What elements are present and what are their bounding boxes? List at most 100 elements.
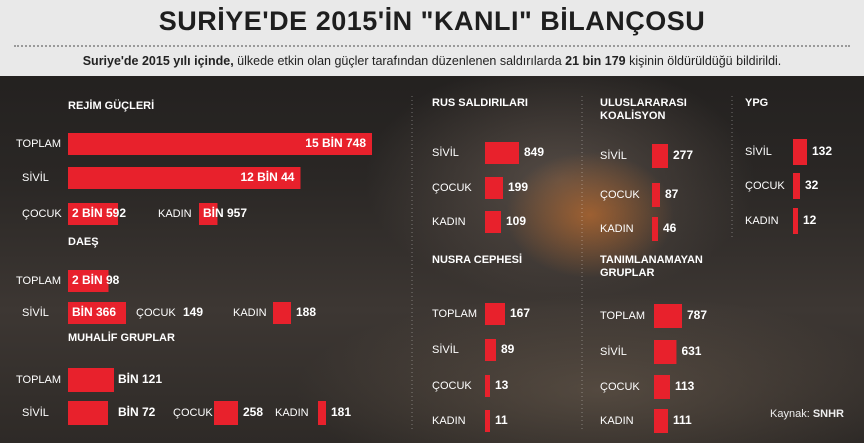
bar-ocuk	[793, 173, 800, 199]
bar-kadin	[652, 217, 658, 241]
value-label-ocuk: 258	[243, 405, 263, 419]
value-label-kadin: 181	[331, 405, 351, 419]
bar-kadin	[793, 208, 798, 234]
value-label-kadin: 12	[803, 213, 817, 227]
value-label-toplam: 2 BİN 98	[72, 272, 120, 287]
category-label-kadin: KADIN	[600, 223, 634, 235]
bar-si-vi-l	[68, 302, 126, 324]
value-label-si-vi-l: 849	[524, 145, 544, 159]
value-label-ocuk: 32	[805, 178, 819, 192]
bar-si-vi-l	[68, 401, 108, 425]
subtitle-figure: 21 bin 179	[565, 54, 626, 68]
value-label-ocuk: 113	[675, 379, 695, 393]
subtitle-lead: Suriye'de 2015 yılı içinde,	[82, 54, 234, 68]
group-title: KOALİSYON	[600, 109, 665, 122]
page-title: SURİYE'DE 2015'İN "KANLI" BİLANÇOSU	[158, 6, 706, 36]
source-value: SNHR	[812, 408, 844, 420]
source-label: Kaynak:	[770, 408, 810, 420]
bar-si-vi-l	[654, 340, 677, 364]
category-label-toplam: TOPLAM	[432, 308, 477, 320]
subtitle-tail: kişinin öldürüldüğü bildirildi.	[625, 54, 782, 68]
category-label-ocuk: ÇOCUK	[600, 381, 640, 393]
value-label-toplam: 167	[510, 306, 530, 320]
bar-kadin	[199, 203, 218, 225]
source-note: Kaynak: SNHR	[770, 408, 844, 420]
group-title: REJİM GÜÇLERİ	[68, 99, 154, 112]
value-label-si-vi-l: 89	[501, 342, 515, 356]
category-label-toplam: TOPLAM	[16, 138, 61, 150]
category-label-ocuk: ÇOCUK	[22, 208, 62, 220]
value-label-toplam: 15 BİN 748	[305, 135, 366, 150]
bar-kadin	[485, 211, 501, 233]
value-label-ocuk: 149	[183, 305, 203, 319]
value-label-ocuk: 199	[508, 180, 528, 194]
category-label-kadin: KADIN	[275, 407, 309, 419]
header-banner: SURİYE'DE 2015'İN "KANLI" BİLANÇOSU Suri…	[0, 0, 864, 76]
bar-ocuk	[485, 375, 490, 397]
category-label-toplam: TOPLAM	[600, 310, 645, 322]
category-label-si-vi-l: SİVİL	[22, 406, 49, 419]
category-label-si-vi-l: SİVİL	[22, 171, 49, 184]
value-label-si-vi-l: 631	[681, 344, 701, 358]
category-label-si-vi-l: SİVİL	[745, 145, 772, 158]
bar-kadin	[485, 410, 490, 432]
bar-kadin	[318, 401, 326, 425]
bar-ocuk	[652, 183, 660, 207]
value-label-si-vi-l: 132	[812, 144, 832, 158]
value-label-si-vi-l: 12 BİN 44	[240, 169, 294, 184]
category-label-kadin: KADIN	[600, 415, 634, 427]
category-label-si-vi-l: SİVİL	[22, 306, 49, 319]
value-label-toplam: BİN 121	[118, 371, 162, 386]
bar-toplam	[654, 304, 682, 328]
bar-ocuk	[68, 203, 119, 225]
value-label-ocuk: 87	[665, 187, 679, 201]
bar-toplam	[68, 368, 114, 392]
title-divider	[14, 45, 850, 47]
group-title: GRUPLAR	[600, 267, 654, 279]
bar-toplam	[485, 303, 505, 325]
group-title: NUSRA CEPHESİ	[432, 253, 522, 266]
bar-toplam	[68, 270, 109, 292]
category-label-toplam: TOPLAM	[16, 275, 61, 287]
category-label-ocuk: ÇOCUK	[600, 189, 640, 201]
category-label-si-vi-l: SİVİL	[432, 146, 459, 159]
category-label-si-vi-l: SİVİL	[600, 149, 627, 162]
bar-si-vi-l	[485, 142, 519, 164]
category-label-kadin: KADIN	[432, 216, 466, 228]
value-label-si-vi-l: 277	[673, 148, 693, 162]
category-label-si-vi-l: SİVİL	[600, 345, 627, 358]
category-label-ocuk: ÇOCUK	[432, 182, 472, 194]
category-label-ocuk: ÇOCUK	[136, 307, 176, 319]
value-label-kadin: 11	[495, 413, 508, 427]
group-title: ULUSLARARASI	[600, 97, 687, 109]
value-label-ocuk: 2 BİN 592	[72, 205, 126, 220]
value-label-kadin: 111	[673, 413, 692, 427]
value-label-ocuk: 13	[495, 378, 509, 392]
category-label-kadin: KADIN	[233, 307, 267, 319]
subtitle: Suriye'de 2015 yılı içinde, ülkede etkin…	[0, 54, 864, 68]
bar-kadin	[654, 409, 668, 433]
category-label-kadin: KADIN	[158, 208, 192, 220]
category-label-kadin: KADIN	[432, 415, 466, 427]
category-label-kadin: KADIN	[745, 215, 779, 227]
group-title: DAEŞ	[68, 236, 99, 248]
value-label-kadin: 109	[506, 214, 526, 228]
subtitle-mid: ülkede etkin olan güçler tarafından düze…	[233, 54, 566, 68]
value-label-kadin: BİN 957	[203, 205, 247, 220]
category-label-ocuk: ÇOCUK	[432, 380, 472, 392]
value-label-si-vi-l: BİN 72	[118, 404, 156, 419]
bar-si-vi-l	[793, 139, 807, 165]
group-title: MUHALİF GRUPLAR	[68, 331, 175, 344]
category-label-ocuk: ÇOCUK	[745, 180, 785, 192]
group-title: YPG	[745, 97, 768, 109]
bar-ocuk	[485, 177, 503, 199]
category-label-si-vi-l: SİVİL	[432, 343, 459, 356]
bar-si-vi-l	[652, 144, 668, 168]
bar-ocuk	[654, 375, 670, 399]
value-label-kadin: 46	[663, 221, 677, 235]
bar-si-vi-l	[68, 167, 301, 189]
value-label-toplam: 787	[687, 308, 707, 322]
bar-toplam	[68, 133, 372, 155]
category-label-toplam: TOPLAM	[16, 374, 61, 386]
